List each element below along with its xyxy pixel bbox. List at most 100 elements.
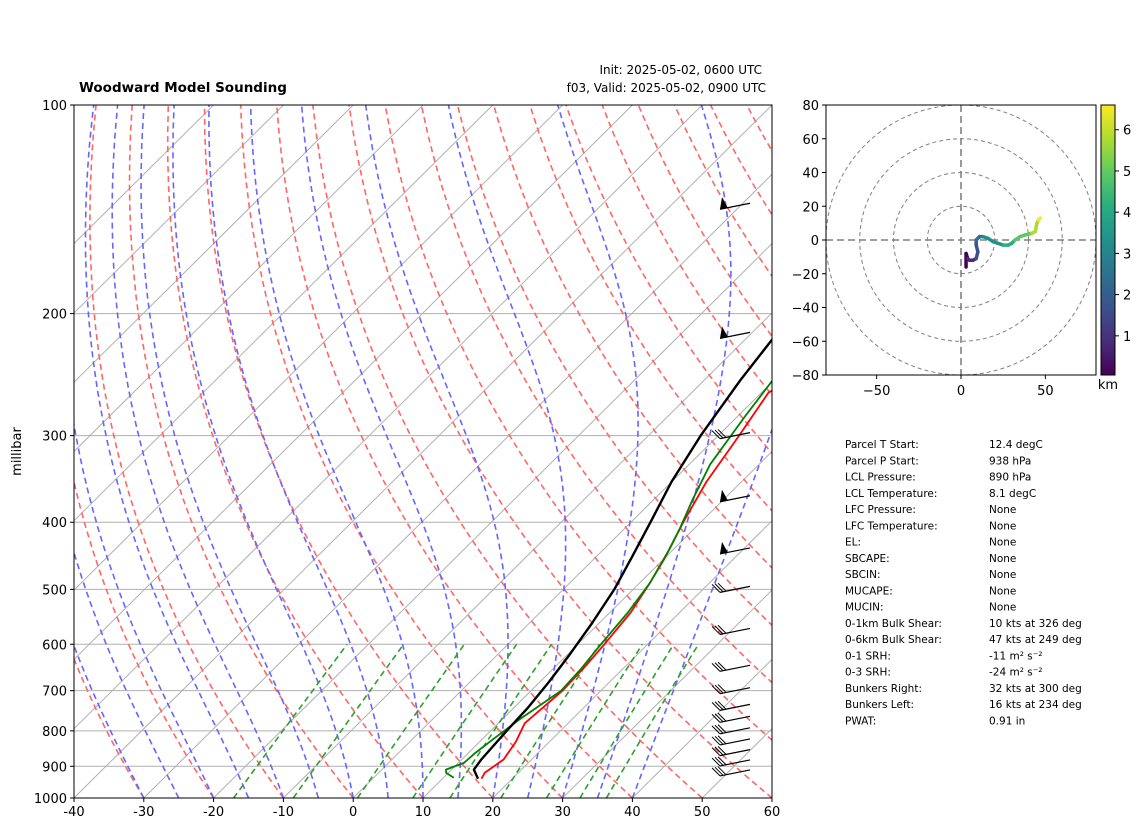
wind-barb-flag <box>711 584 721 593</box>
wind-barb-flag <box>711 685 721 695</box>
wind-barb <box>711 756 751 767</box>
wind-barb-flag <box>711 725 721 735</box>
wind-barb-flag <box>717 746 727 755</box>
x-tick-label: 10 <box>415 805 432 820</box>
dry-adiabat <box>348 105 772 798</box>
wind-barb-flag <box>711 626 721 635</box>
colorbar-tick-label: 4 <box>1123 206 1131 221</box>
hodograph-plot: −50 0 50 80 60 40 20 0 −20 −40 −60 −80 <box>792 99 1097 399</box>
mixing-ratio-line <box>545 643 643 798</box>
y-tick-label: 400 <box>42 516 67 531</box>
mixing-ratio-line <box>500 643 601 798</box>
moist-adiabat <box>556 105 639 798</box>
stat-label: PWAT: <box>845 715 876 727</box>
wind-barb <box>711 429 751 440</box>
moist-adiabat <box>74 643 145 798</box>
wind-barb-flag <box>711 747 721 756</box>
wind-barb-flag <box>717 429 727 438</box>
hodograph-colorbar: 1 2 3 4 5 6 km <box>1098 104 1131 393</box>
wind-barb-flag <box>711 767 721 777</box>
isotherm-line <box>74 105 424 453</box>
hodo-x-tick-label: 0 <box>957 384 965 399</box>
moist-adiabat <box>74 549 180 798</box>
isotherm-line <box>632 658 772 798</box>
x-tick-label: 30 <box>554 805 571 820</box>
wind-barb-flag <box>714 429 724 439</box>
stat-label: MUCAPE: <box>845 585 893 597</box>
dry-adiabat <box>239 105 564 798</box>
wind-barb-staff <box>719 738 751 746</box>
y-tick-label: 100 <box>42 99 67 114</box>
stat-label: SBCIN: <box>845 569 881 581</box>
mixing-ratio-line <box>579 643 675 798</box>
colorbar-tick-label: 6 <box>1123 124 1131 139</box>
isotherm-line <box>492 520 772 798</box>
wind-barb <box>711 700 751 711</box>
moist-adiabat <box>631 427 772 798</box>
wind-barb <box>711 684 751 695</box>
init-time: Init: 2025-05-02, 0600 UTC <box>599 63 762 77</box>
moist-adiabat <box>447 105 567 798</box>
wind-barb-staff <box>719 727 751 735</box>
moist-adiabat <box>84 105 250 798</box>
x-tick-label: 0 <box>349 805 357 820</box>
wind-barb-flag <box>711 702 721 711</box>
skew-t-plot: -40 -30 -20 -10 0 10 20 30 40 50 60100200300400500… <box>10 99 780 820</box>
moist-adiabat <box>364 105 509 798</box>
wind-barb-flag <box>714 583 724 593</box>
wind-barb-pennant <box>720 489 728 502</box>
stat-value: -11 m² s⁻² <box>989 650 1042 662</box>
hodo-y-tick-label: 80 <box>802 99 819 114</box>
moist-adiabat <box>140 105 320 798</box>
stat-label: 0-1 SRH: <box>845 650 891 662</box>
wind-barb-flag <box>717 624 727 634</box>
y-tick-label: 300 <box>42 430 67 445</box>
stat-value: None <box>989 569 1016 581</box>
moist-adiabat <box>74 420 215 798</box>
hodo-y-tick-label: 60 <box>802 133 819 148</box>
wind-barb-staff <box>719 703 751 711</box>
wind-barb-staff <box>719 627 751 636</box>
wind-barb-flag <box>717 724 727 733</box>
stat-value: None <box>989 520 1016 532</box>
wind-barb <box>711 582 751 593</box>
colorbar-tick-label: 3 <box>1123 247 1131 262</box>
stat-label: LCL Pressure: <box>845 472 916 484</box>
dry-adiabat <box>384 105 772 742</box>
wind-barb-flag <box>714 756 724 766</box>
x-tick-label: -20 <box>203 805 224 820</box>
isotherm-line <box>74 105 214 245</box>
stat-label: 0-1km Bulk Shear: <box>845 618 942 630</box>
moist-adiabat <box>300 105 463 798</box>
hodo-y-tick-label: −40 <box>792 302 819 317</box>
x-tick-label: 50 <box>694 805 711 820</box>
isotherm-line <box>74 105 633 661</box>
wind-barb <box>711 766 751 777</box>
wind-barb-flag <box>714 662 724 672</box>
wind-barb-flag <box>717 582 727 592</box>
wind-barb-flag <box>711 662 721 672</box>
isotherm-line <box>74 105 284 314</box>
isotherm-line <box>74 105 703 730</box>
isotherm-line <box>143 173 772 798</box>
stat-value: -24 m² s⁻² <box>989 667 1042 679</box>
x-tick-label: -10 <box>273 805 294 820</box>
isotherm-line <box>283 312 772 798</box>
sounding-title: Woodward Model Sounding <box>79 80 287 96</box>
wind-barb-pennant <box>720 541 728 554</box>
wind-barb-staff <box>719 715 751 723</box>
dewpoint-profile <box>445 379 772 779</box>
dry-adiabat <box>166 105 424 798</box>
wind-barb-flag <box>714 724 724 734</box>
wind-barb <box>719 541 751 555</box>
stat-label: LFC Temperature: <box>845 520 938 532</box>
sounding-stats-table: Parcel T Start: 12.4 degC Parcel P Start: 9… <box>845 439 1082 727</box>
wind-barb <box>711 661 751 672</box>
stat-value: 0.91 in <box>989 715 1025 727</box>
wind-barb <box>711 724 751 735</box>
y-tick-label: 1000 <box>34 792 67 807</box>
dry-adiabat <box>312 105 703 798</box>
stat-value: 938 hPa <box>989 455 1031 467</box>
colorbar-tick-label: 2 <box>1123 289 1131 304</box>
stat-value: 10 kts at 326 deg <box>989 618 1082 630</box>
